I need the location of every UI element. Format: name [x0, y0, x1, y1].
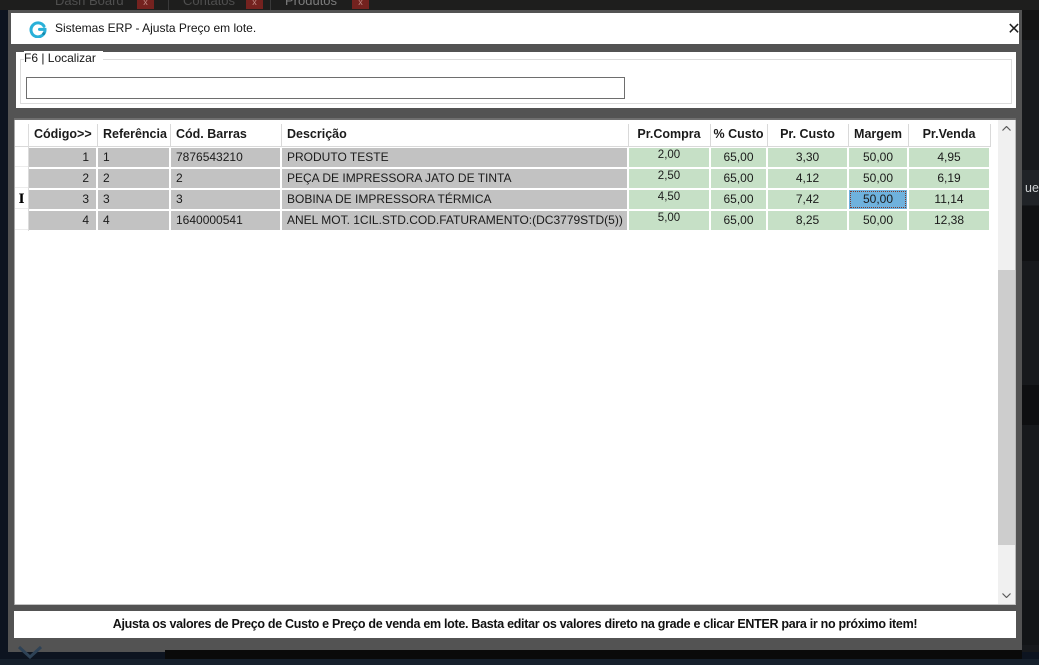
cell-referencia[interactable]: 2: [98, 169, 169, 188]
cell-margem[interactable]: 50,00: [849, 169, 907, 188]
cell-pct-custo[interactable]: 65,00: [711, 169, 766, 188]
localizar-group-label: F6 | Localizar: [24, 51, 103, 66]
footer-message: Ajusta os valores de Preço de Custo e Pr…: [112, 617, 918, 631]
header-separator: [710, 124, 711, 146]
cell-pr-venda[interactable]: 12,38: [909, 211, 989, 230]
cell-margem[interactable]: 50,00: [849, 211, 907, 230]
title-bar[interactable]: Sistemas ERP - Ajusta Preço em lote. ✕: [11, 13, 1021, 44]
cell-referencia[interactable]: 3: [98, 190, 169, 209]
cell-descricao[interactable]: PEÇA DE IMPRESSORA JATO DE TINTA: [282, 169, 627, 188]
cell-cod-barras[interactable]: 1640000541: [171, 211, 280, 230]
column-header-margem[interactable]: Margem: [854, 127, 902, 141]
column-header-descricao[interactable]: Descrição: [287, 127, 347, 141]
row-indicator: [15, 148, 28, 167]
cell-pr-compra[interactable]: 4,50: [629, 190, 709, 209]
cell-pr-venda[interactable]: 4,95: [909, 148, 989, 167]
row-indicator-current: I: [15, 190, 28, 209]
cell-pct-custo[interactable]: 65,00: [711, 148, 766, 167]
cell-pct-custo[interactable]: 65,00: [711, 190, 766, 209]
cell-referencia[interactable]: 4: [98, 211, 169, 230]
background-block: [1022, 10, 1039, 40]
cell-referencia[interactable]: 1: [98, 148, 169, 167]
header-separator: [848, 124, 849, 146]
scrollbar-thumb[interactable]: [998, 270, 1015, 545]
cell-cod-barras[interactable]: 7876543210: [171, 148, 280, 167]
background-block: [1022, 170, 1039, 205]
scroll-up-icon[interactable]: [998, 120, 1015, 137]
cell-codigo[interactable]: 4: [29, 211, 96, 230]
tab-close-icon[interactable]: x: [352, 0, 369, 9]
cell-descricao[interactable]: PRODUTO TESTE: [282, 148, 627, 167]
header-bottom-line: [15, 146, 991, 147]
background-tab-dashboard[interactable]: Dash Board: [55, 0, 124, 8]
background-text-fragment: ue: [1025, 181, 1039, 195]
background-tabstrip: Dash Board x Contatos x Produtos x: [0, 0, 1039, 10]
edit-caret-icon: I: [18, 192, 25, 207]
app-logo-icon: [29, 20, 47, 39]
header-separator: [281, 124, 282, 146]
footer-panel: Ajusta os valores de Preço de Custo e Pr…: [14, 611, 1016, 638]
cell-pr-compra[interactable]: 5,00: [629, 211, 709, 230]
tab-close-icon[interactable]: x: [137, 0, 154, 9]
background-tab-contatos[interactable]: Contatos: [183, 0, 236, 8]
cell-cod-barras[interactable]: 2: [171, 169, 280, 188]
column-header-cod-barras[interactable]: Cód. Barras: [176, 127, 247, 141]
header-separator: [628, 124, 629, 146]
background-right-edge: ue: [1022, 10, 1039, 652]
column-header-pr-venda[interactable]: Pr.Venda: [922, 127, 976, 141]
column-header-pct-custo[interactable]: % Custo: [713, 127, 764, 141]
dialog-title: Sistemas ERP - Ajusta Preço em lote.: [55, 21, 257, 35]
cell-margem-selected[interactable]: 50,00: [849, 190, 907, 209]
cell-cod-barras[interactable]: 3: [171, 190, 280, 209]
column-header-referencia[interactable]: Referência: [103, 127, 167, 141]
background-block: [1022, 206, 1039, 261]
cell-pr-custo[interactable]: 3,30: [768, 148, 847, 167]
cell-codigo[interactable]: 1: [29, 148, 96, 167]
cell-pr-custo[interactable]: 8,25: [768, 211, 847, 230]
header-separator: [97, 124, 98, 146]
cell-margem[interactable]: 50,00: [849, 148, 907, 167]
search-input[interactable]: [26, 77, 625, 99]
column-header-pr-custo[interactable]: Pr. Custo: [780, 127, 835, 141]
close-icon[interactable]: ✕: [1007, 20, 1021, 38]
grid-vertical-scrollbar[interactable]: [998, 120, 1015, 604]
tab-close-icon[interactable]: x: [246, 0, 263, 9]
cell-pct-custo[interactable]: 65,00: [711, 211, 766, 230]
cell-descricao[interactable]: ANEL MOT. 1CIL.STD.COD.FATURAMENTO:(DC37…: [282, 211, 627, 230]
row-indicator: [15, 169, 28, 188]
cell-pr-venda[interactable]: 11,14: [909, 190, 989, 209]
cell-pr-custo[interactable]: 7,42: [768, 190, 847, 209]
background-bottom-band: [0, 659, 1039, 665]
cell-pr-custo[interactable]: 4,12: [768, 169, 847, 188]
indicator-column-separator: [28, 124, 29, 231]
tab-separator: [270, 0, 271, 10]
background-bottom-bar: [165, 650, 1022, 659]
row-indicator: [15, 211, 28, 230]
background-block: [1022, 385, 1039, 425]
cell-pr-venda[interactable]: 6,19: [909, 169, 989, 188]
header-separator: [170, 124, 171, 146]
cell-codigo[interactable]: 2: [29, 169, 96, 188]
background-tab-produtos[interactable]: Produtos: [285, 0, 338, 8]
cell-codigo[interactable]: 3: [29, 190, 96, 209]
cell-pr-compra[interactable]: 2,00: [629, 148, 709, 167]
column-header-codigo[interactable]: Código>>: [34, 127, 92, 141]
header-separator: [990, 124, 991, 146]
tab-separator: [168, 0, 169, 10]
chevron-down-icon: [16, 645, 46, 661]
cell-pr-compra[interactable]: 2,50: [629, 169, 709, 188]
scroll-down-icon[interactable]: [998, 587, 1015, 604]
header-separator: [908, 124, 909, 146]
header-separator: [767, 124, 768, 146]
cell-descricao[interactable]: BOBINA DE IMPRESSORA TÉRMICA: [282, 190, 627, 209]
background-block: [1022, 590, 1039, 645]
column-header-pr-compra[interactable]: Pr.Compra: [637, 127, 701, 141]
localizar-groupbox-border: [20, 59, 1012, 104]
